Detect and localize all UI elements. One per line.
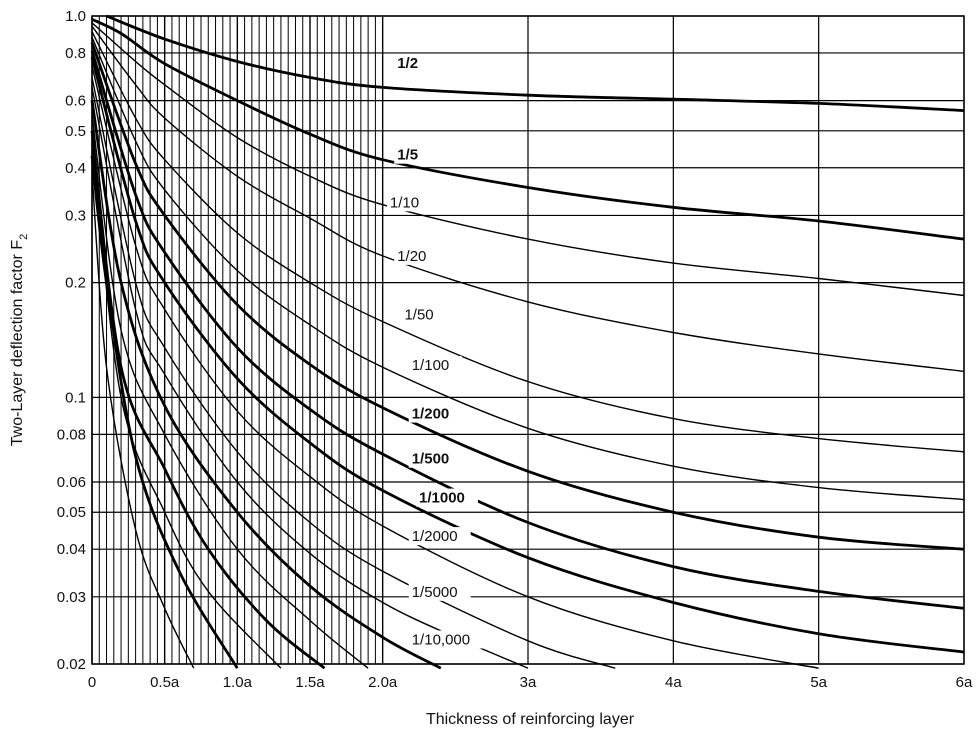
ticks: 0 0.5a 1.0a 1.5a 2.0a 3a 4a 5a 6a 1.0 0.8 0.6 0.5 0.4… (57, 8, 973, 691)
curve-label-background (408, 630, 489, 649)
y-axis-title-subscript: 2 (18, 234, 30, 240)
y-tick-label: 0.08 (57, 426, 86, 443)
curve-label-background (401, 305, 446, 324)
curve-label-background (386, 193, 431, 212)
x-axis-title: Thickness of reinforcing layer (426, 711, 635, 728)
plot-frame (91, 15, 965, 665)
x-tick-label: 5a (810, 674, 827, 691)
x-tick-label: 1.5a (295, 674, 325, 691)
curve-label: 1/50 (404, 307, 433, 324)
curves (90, 14, 965, 670)
curve-label-background (408, 404, 462, 423)
curve-label: 1/10,000 (412, 631, 470, 648)
curve-unlabeled-14 (90, 130, 326, 670)
y-tick-label: 1.0 (65, 8, 86, 25)
curve-label-background (394, 54, 430, 73)
grid (91, 15, 965, 665)
y-tick-label: 0.6 (65, 93, 86, 110)
curve-label: 1/10 (390, 194, 419, 211)
y-tick-label: 0.02 (57, 656, 86, 673)
curve-label: 1/5 (397, 147, 418, 164)
curve-unlabeled-16 (90, 155, 239, 669)
curve-1-200 (90, 42, 965, 551)
curve-label-background (416, 488, 478, 507)
y-tick-label: 0.2 (65, 275, 86, 292)
y-tick-label: 0.5 (65, 123, 86, 140)
curve-label: 1/20 (397, 248, 426, 265)
y-axis-title: Two-Layer deflection factor F2 (9, 234, 30, 446)
x-tick-label: 3a (520, 674, 537, 691)
x-tick-label: 6a (956, 674, 973, 691)
y-tick-label: 0.04 (57, 541, 86, 558)
x-tick-label: 0.5a (150, 674, 180, 691)
curve-label: 1/5000 (412, 584, 458, 601)
curve-1-20 (91, 25, 965, 373)
curve-label-background (408, 582, 471, 601)
curve-1-1000 (90, 56, 965, 654)
curve-label: 1/200 (412, 406, 450, 423)
x-tick-label: 1.0a (223, 674, 253, 691)
curve-unlabeled-17 (91, 171, 195, 669)
curve-label-background (408, 449, 462, 468)
y-tick-label: 0.8 (65, 45, 86, 62)
y-tick-label: 0.05 (57, 504, 86, 521)
curve-label-background (394, 145, 430, 164)
x-tick-label: 2.0a (368, 674, 398, 691)
curve-1-2 (105, 14, 965, 112)
curve-unlabeled-12 (90, 100, 442, 670)
curve-label: 1/2 (397, 55, 418, 72)
curve-label-background (408, 527, 471, 546)
curve-1-10-000 (91, 87, 529, 669)
y-axis-title-main: Two-Layer deflection factor F (9, 240, 26, 447)
y-tick-label: 0.4 (65, 160, 86, 177)
curve-label: 1/2000 (412, 528, 458, 545)
y-tick-label: 0.3 (65, 207, 86, 224)
y-tick-label: 0.03 (57, 589, 86, 606)
curve-1-50 (91, 31, 965, 453)
curve-label: 1/100 (412, 357, 450, 374)
curve-label: 1/1000 (419, 490, 465, 507)
x-tick-label: 4a (665, 674, 682, 691)
curve-label-background (408, 355, 462, 374)
x-tick-label: 0 (88, 674, 96, 691)
curve-labels: 1/2 1/5 1/10 1/20 1/50 1/100 1/200 1/500 1/1000 1… (386, 54, 489, 649)
y-tick-label: 0.06 (57, 474, 86, 491)
curve-label: 1/500 (412, 451, 450, 468)
curve-1-5 (91, 18, 965, 241)
curve-unlabeled-13 (91, 114, 369, 669)
curve-1-2000 (91, 65, 819, 669)
curve-1-100 (91, 36, 965, 501)
curve-label-background (394, 246, 439, 265)
curve-1-500 (90, 50, 965, 610)
y-tick-label: 0.1 (65, 389, 86, 406)
curve-1-5000 (91, 77, 616, 669)
